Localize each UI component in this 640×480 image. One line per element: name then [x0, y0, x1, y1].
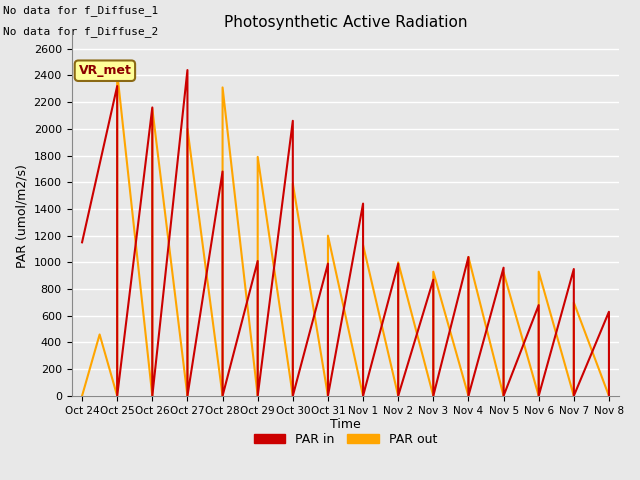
- PAR out: [429, 269, 437, 275]
- PAR in: [289, 118, 297, 124]
- PAR in: [535, 393, 543, 399]
- PAR in: [219, 168, 227, 174]
- PAR in: [289, 393, 297, 399]
- PAR in: [219, 393, 227, 399]
- PAR out: [605, 393, 612, 399]
- PAR in: [148, 105, 156, 110]
- PAR in: [184, 67, 191, 73]
- Title: Photosynthetic Active Radiation: Photosynthetic Active Radiation: [224, 15, 467, 30]
- PAR out: [394, 393, 402, 399]
- PAR out: [219, 393, 227, 399]
- X-axis label: Time: Time: [330, 419, 361, 432]
- PAR out: [465, 254, 472, 260]
- PAR in: [500, 393, 508, 399]
- Text: No data for f_Diffuse_1: No data for f_Diffuse_1: [3, 5, 159, 16]
- PAR out: [500, 393, 508, 399]
- PAR out: [359, 242, 367, 248]
- PAR in: [465, 393, 472, 399]
- Y-axis label: PAR (umol/m2/s): PAR (umol/m2/s): [15, 164, 28, 267]
- PAR in: [184, 393, 191, 399]
- PAR in: [570, 393, 578, 399]
- PAR out: [184, 126, 191, 132]
- PAR in: [570, 266, 578, 272]
- PAR out: [465, 393, 472, 399]
- PAR out: [324, 393, 332, 399]
- PAR in: [254, 393, 262, 399]
- Legend: PAR in, PAR out: PAR in, PAR out: [249, 428, 442, 451]
- PAR out: [113, 393, 121, 399]
- PAR in: [254, 258, 262, 264]
- PAR out: [289, 180, 297, 186]
- PAR out: [254, 393, 262, 399]
- PAR out: [148, 393, 156, 399]
- PAR out: [359, 393, 367, 399]
- PAR out: [570, 393, 578, 399]
- Line: PAR in: PAR in: [82, 70, 609, 396]
- PAR in: [394, 261, 402, 266]
- Line: PAR out: PAR out: [82, 73, 609, 396]
- PAR out: [429, 393, 437, 399]
- PAR in: [113, 83, 121, 89]
- PAR out: [78, 393, 86, 399]
- PAR in: [465, 254, 472, 260]
- PAR out: [184, 393, 191, 399]
- PAR out: [96, 332, 104, 337]
- PAR in: [148, 393, 156, 399]
- PAR out: [219, 84, 227, 90]
- Text: VR_met: VR_met: [79, 64, 131, 77]
- PAR out: [500, 269, 508, 275]
- PAR in: [359, 201, 367, 206]
- PAR out: [254, 154, 262, 160]
- PAR in: [324, 393, 332, 399]
- PAR out: [289, 393, 297, 399]
- PAR in: [324, 261, 332, 266]
- PAR in: [394, 393, 402, 399]
- PAR in: [429, 393, 437, 399]
- PAR out: [324, 233, 332, 239]
- PAR in: [605, 309, 612, 315]
- PAR out: [535, 393, 543, 399]
- PAR in: [535, 302, 543, 308]
- PAR in: [429, 277, 437, 283]
- PAR in: [500, 265, 508, 271]
- PAR in: [359, 393, 367, 399]
- PAR out: [535, 269, 543, 275]
- PAR out: [570, 300, 578, 305]
- PAR out: [394, 260, 402, 265]
- PAR in: [113, 393, 121, 399]
- Text: No data for f_Diffuse_2: No data for f_Diffuse_2: [3, 26, 159, 37]
- PAR out: [148, 106, 156, 112]
- PAR out: [113, 70, 121, 76]
- PAR in: [78, 240, 86, 245]
- PAR in: [605, 393, 612, 399]
